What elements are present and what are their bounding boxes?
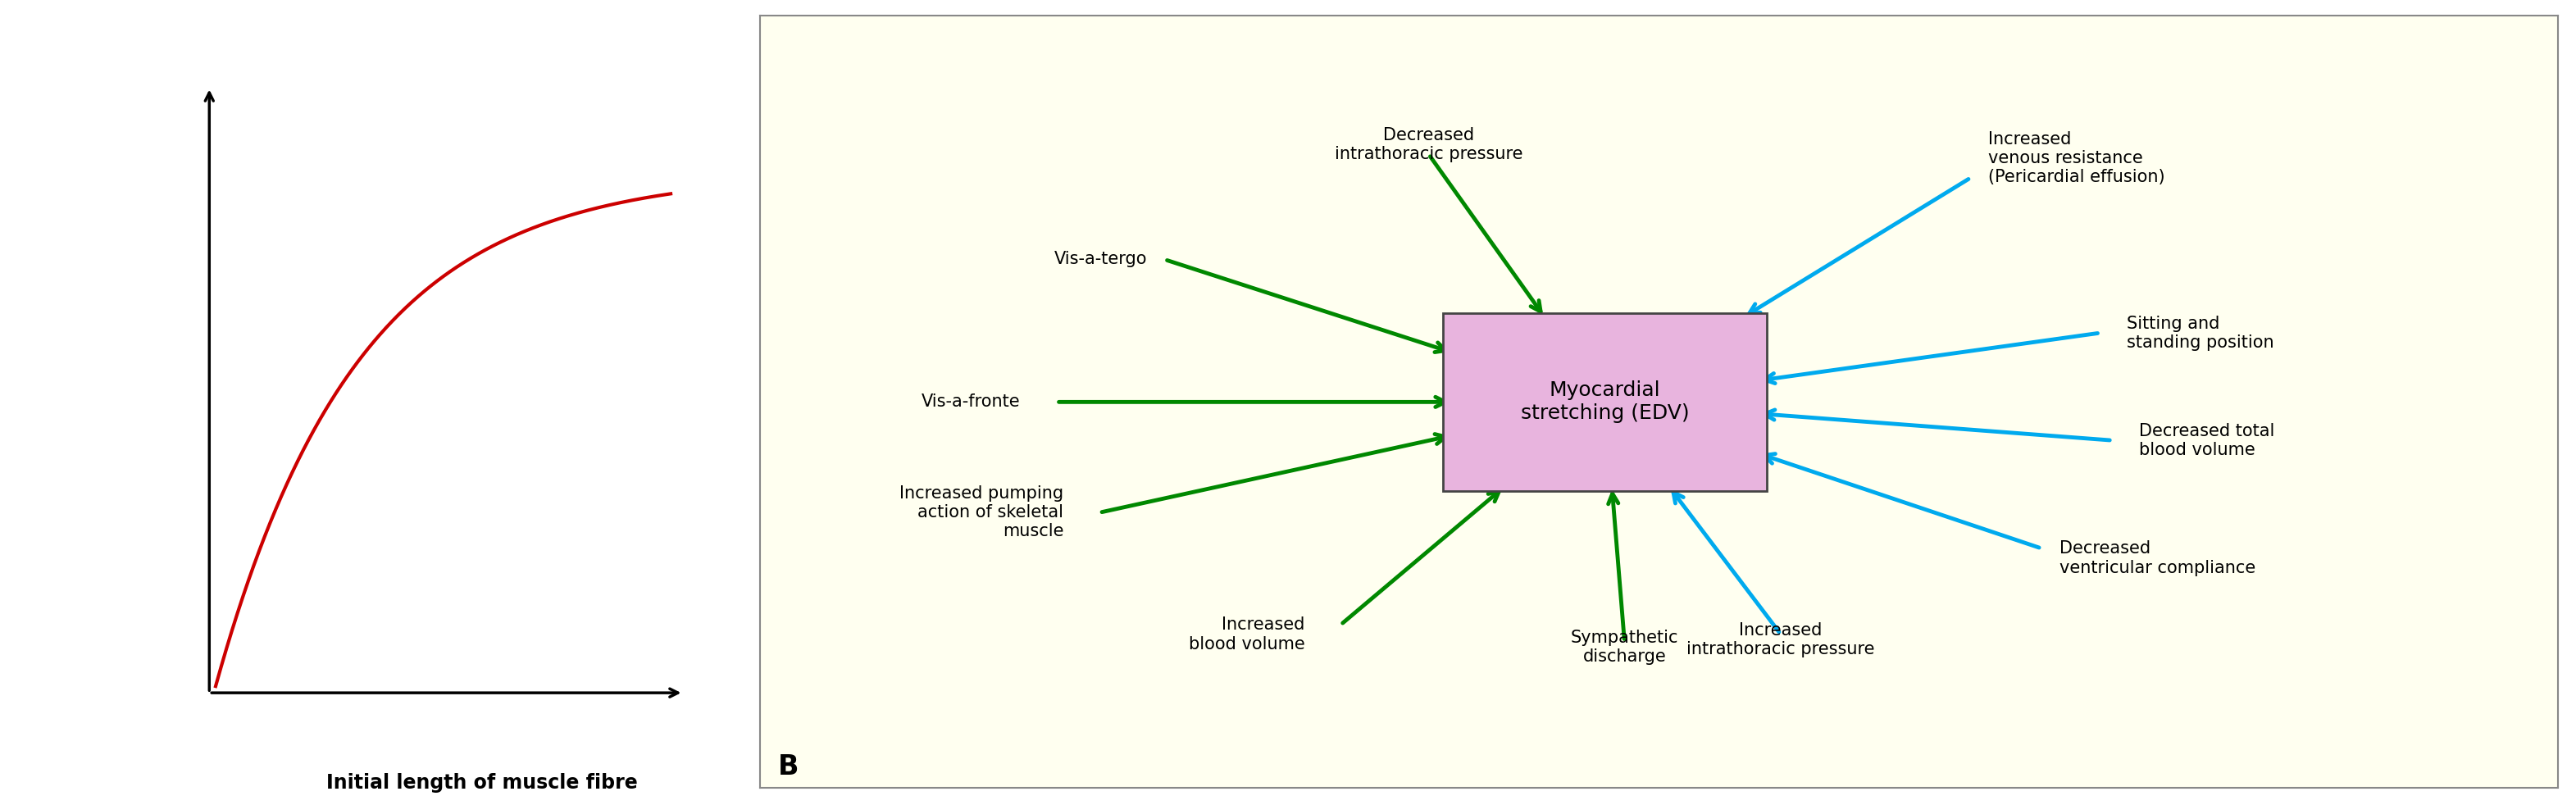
Text: Sitting and
standing position: Sitting and standing position: [2128, 315, 2275, 351]
Text: Initial length of muscle fibre: Initial length of muscle fibre: [327, 774, 639, 793]
Text: Decreased
intrathoracic pressure: Decreased intrathoracic pressure: [1334, 127, 1522, 162]
Text: Increased
blood volume: Increased blood volume: [1188, 617, 1306, 652]
Text: Increased pumping
action of skeletal
muscle: Increased pumping action of skeletal mus…: [899, 486, 1064, 540]
Text: Vis-a-fronte: Vis-a-fronte: [922, 394, 1020, 410]
Text: B: B: [778, 753, 799, 780]
Text: Decreased total
blood volume: Decreased total blood volume: [2138, 423, 2275, 458]
Text: Sympathetic
discharge: Sympathetic discharge: [1571, 630, 1680, 665]
Text: Increased
intrathoracic pressure: Increased intrathoracic pressure: [1687, 622, 1875, 657]
Text: Increased
venous resistance
(Pericardial effusion): Increased venous resistance (Pericardial…: [1989, 131, 2166, 185]
FancyBboxPatch shape: [1443, 313, 1767, 491]
Text: Vis-a-tergo: Vis-a-tergo: [1054, 251, 1146, 267]
Text: Myocardial
stretching (EDV): Myocardial stretching (EDV): [1520, 380, 1690, 423]
Text: Decreased
ventricular compliance: Decreased ventricular compliance: [2058, 540, 2257, 576]
